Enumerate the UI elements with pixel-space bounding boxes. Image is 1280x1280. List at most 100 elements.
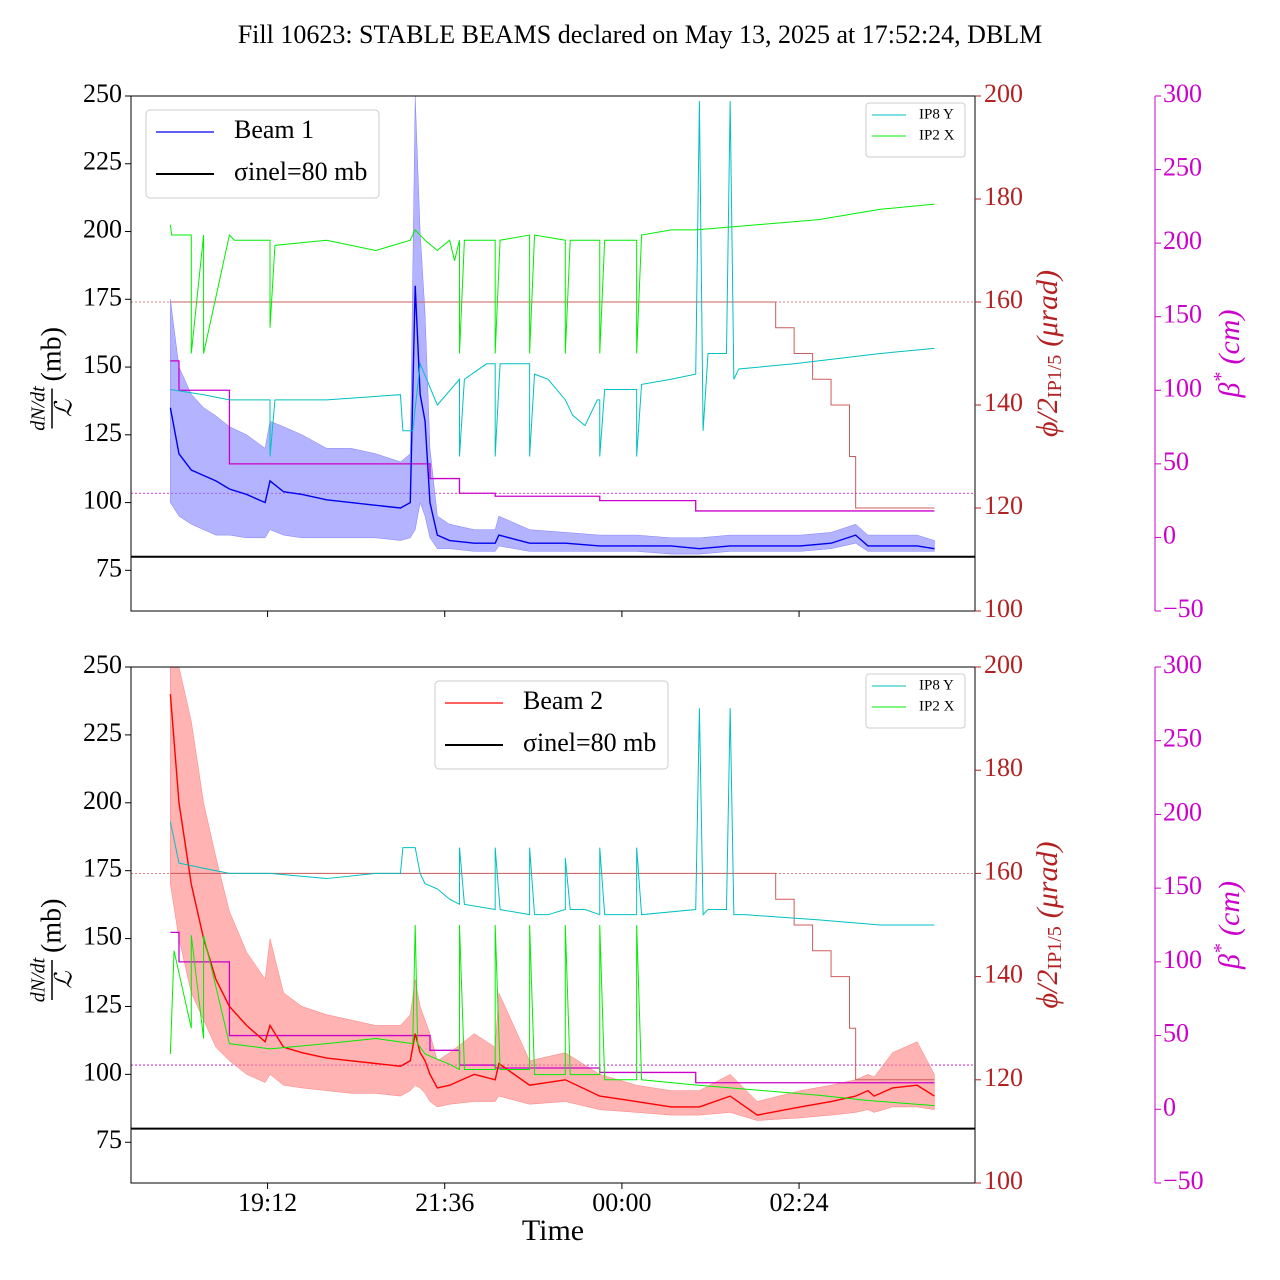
y-tick-label: 125 [83, 989, 122, 1018]
y3-label-main: β [1213, 954, 1246, 970]
y3-label-sup: * [1210, 944, 1232, 954]
y3-tick-label: 200 [1163, 226, 1202, 255]
y2-tick-label: 120 [984, 491, 1023, 520]
plot-area [131, 96, 975, 558]
y2-tick-label: 200 [984, 79, 1023, 108]
y-tick-label: 175 [83, 854, 122, 883]
y3-label-sup: * [1210, 373, 1232, 383]
y-label-denominator: ℒ [52, 399, 78, 417]
series-line [169, 285, 935, 550]
legend2-label: IP2 X [919, 698, 955, 714]
y2-tick-label: 100 [984, 1166, 1023, 1195]
beam-band [170, 667, 935, 1121]
y3-axis-label: β* (cm) [1210, 310, 1246, 399]
panel: 75 100 125 150 175 200 225 250 100 120 140 160 180 20… [28, 650, 1246, 1217]
plot-area [131, 667, 975, 1130]
y-tick-label: 225 [83, 147, 122, 176]
y3-tick-label: 50 [1163, 1019, 1189, 1048]
y2-tick-label: 140 [984, 960, 1023, 989]
y3-tick-label: 150 [1163, 300, 1202, 329]
y-tick-label: 100 [83, 486, 122, 515]
x-tick-label: 00:00 [592, 1188, 651, 1217]
y2-axis-label: ϕ/2IP1/5 (μrad) [1031, 842, 1066, 1009]
series-line [169, 203, 935, 354]
y-tick-label: 200 [83, 786, 122, 815]
legend-label: σinel=80 mb [234, 157, 367, 186]
y3-axis-label: β* (cm) [1210, 881, 1246, 970]
x-axis-label: Time [522, 1214, 584, 1247]
y-label-unit: (mb) [36, 327, 67, 381]
y2-tick-label: 160 [984, 856, 1023, 885]
series-line [170, 101, 935, 457]
y2-tick-label: 180 [984, 753, 1023, 782]
y2-tick-label: 100 [984, 594, 1023, 623]
y3-label-unit: (cm) [1213, 881, 1246, 936]
y-tick-label: 250 [83, 650, 122, 679]
y-axis-label: dN/dt ℒ (mb) [28, 899, 78, 1003]
y2-tick-label: 140 [984, 388, 1023, 417]
crossing-angle-line [170, 301, 935, 509]
y2-label-unit: (μrad) [1031, 270, 1064, 347]
chart-title: Fill 10623: STABLE BEAMS declared on May… [238, 20, 1043, 49]
y2-tick-label: 160 [984, 285, 1023, 314]
y-label-numerator: dN/dt [28, 957, 50, 1002]
legend2-label: IP2 X [919, 127, 955, 143]
y2-tick-label: 200 [984, 650, 1023, 679]
y-tick-label: 75 [96, 1125, 122, 1154]
y2-label-sub: IP1/5 [1044, 355, 1066, 398]
y-axis-label: dN/dt ℒ (mb) [28, 327, 78, 431]
legend2-label: IP8 Y [919, 677, 954, 693]
y-tick-label: 100 [83, 1057, 122, 1086]
legend-label: Beam 1 [234, 115, 314, 144]
y2-label-unit: (μrad) [1031, 842, 1064, 919]
y3-tick-label: −50 [1163, 594, 1204, 623]
y3-label-main: β [1213, 382, 1246, 398]
panel: 75 100 125 150 175 200 225 250 100 120 140 160 180 20… [28, 79, 1246, 623]
y-tick-label: 225 [83, 718, 122, 747]
y-label-unit: (mb) [36, 899, 67, 953]
y3-tick-label: 50 [1163, 447, 1189, 476]
y-tick-label: 75 [96, 553, 122, 582]
y-tick-label: 150 [83, 350, 122, 379]
beam-band [170, 96, 935, 555]
y-tick-label: 200 [83, 214, 122, 243]
y-label-denominator: ℒ [52, 971, 78, 989]
y-tick-label: 250 [83, 79, 122, 108]
y2-label-main: ϕ/2 [1031, 970, 1064, 1009]
series-line [169, 708, 935, 926]
y3-tick-label: 100 [1163, 945, 1202, 974]
y2-tick-label: 120 [984, 1063, 1023, 1092]
crossing-angle-line [170, 872, 935, 1081]
y3-tick-label: 0 [1163, 1092, 1176, 1121]
y3-tick-label: 200 [1163, 797, 1202, 826]
x-tick-label: 19:12 [238, 1188, 297, 1217]
series-line [169, 924, 935, 1107]
y3-tick-label: −50 [1163, 1166, 1204, 1195]
y3-tick-label: 250 [1163, 153, 1202, 182]
legend-label: σinel=80 mb [523, 728, 656, 757]
y3-tick-label: 250 [1163, 724, 1202, 753]
series-line [169, 694, 935, 1116]
beta-star-line [170, 360, 935, 512]
y2-axis-label: ϕ/2IP1/5 (μrad) [1031, 270, 1066, 437]
y-tick-label: 125 [83, 418, 122, 447]
y-label-numerator: dN/dt [28, 386, 50, 431]
axes-frame [130, 95, 976, 612]
y3-tick-label: 0 [1163, 520, 1176, 549]
legend2-label: IP8 Y [919, 106, 954, 122]
axes-frame [130, 666, 976, 1184]
x-tick-label: 02:24 [769, 1188, 828, 1217]
y3-label-unit: (cm) [1213, 310, 1246, 365]
y-tick-label: 175 [83, 282, 122, 311]
legend-label: Beam 2 [523, 686, 603, 715]
legend2-box [865, 102, 966, 158]
y2-label-sub: IP1/5 [1044, 926, 1066, 969]
y2-tick-label: 180 [984, 182, 1023, 211]
y3-tick-label: 300 [1163, 650, 1202, 679]
y2-label-main: ϕ/2 [1031, 398, 1064, 437]
legend2-box [865, 673, 966, 729]
y3-tick-label: 300 [1163, 79, 1202, 108]
y3-tick-label: 100 [1163, 373, 1202, 402]
